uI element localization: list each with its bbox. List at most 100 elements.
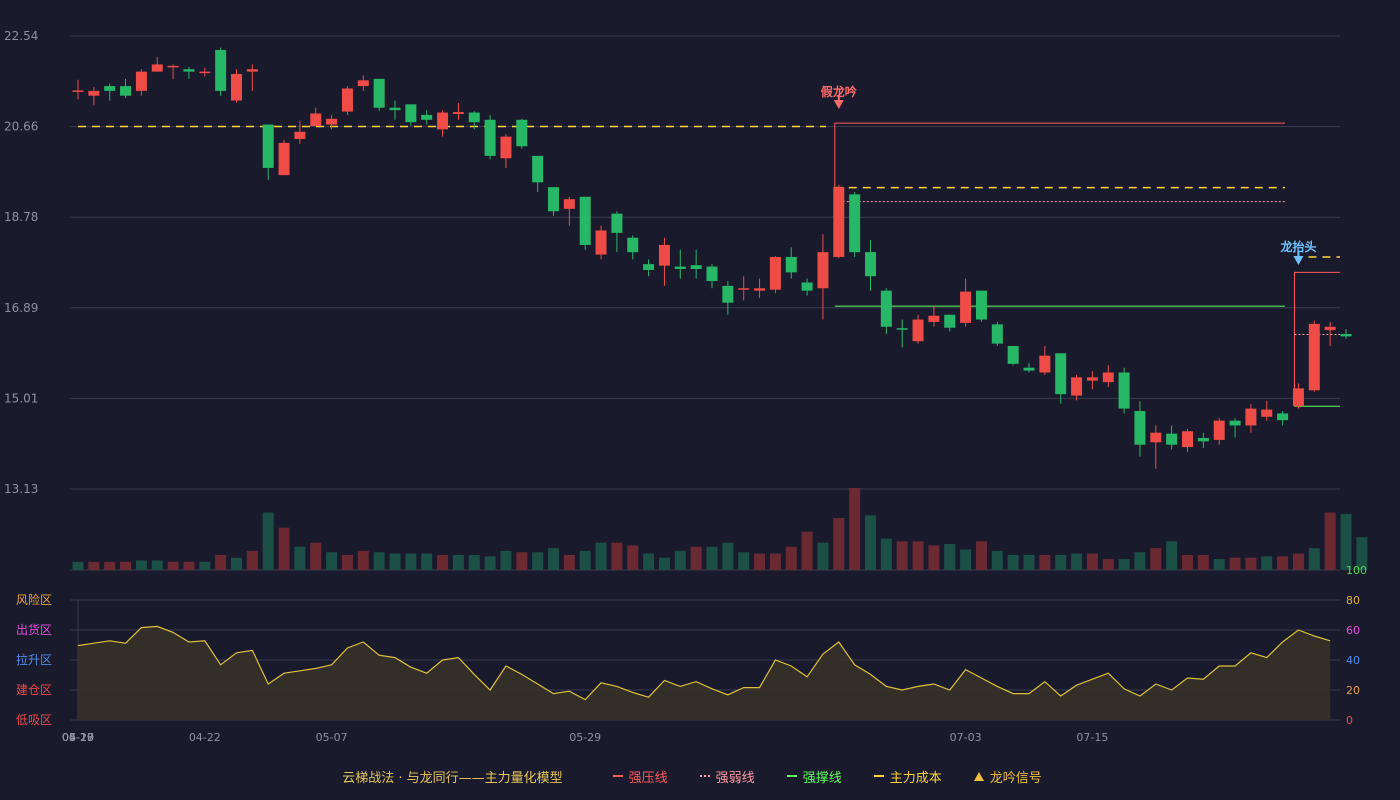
strong-pressure-line xyxy=(1293,271,1340,390)
candle-body xyxy=(579,196,591,245)
candle xyxy=(548,187,559,217)
volume-bar xyxy=(516,552,528,570)
volume-bar xyxy=(833,518,845,570)
volume-bar xyxy=(1086,553,1098,570)
strong-pressure-line xyxy=(834,122,1285,190)
volume-bar xyxy=(500,550,512,570)
candle-body xyxy=(1134,411,1146,445)
volume-bar xyxy=(1308,548,1320,570)
volume-bar xyxy=(548,548,559,570)
candle-body xyxy=(421,114,433,120)
candle xyxy=(1308,320,1320,392)
candle-body xyxy=(1213,420,1225,440)
candle xyxy=(785,247,797,279)
candle-body xyxy=(722,285,734,303)
real-signal-arrow-icon xyxy=(1293,256,1304,265)
volume-bar xyxy=(1134,552,1146,570)
candle-body xyxy=(1007,346,1019,364)
volume-bar xyxy=(1071,553,1083,570)
volume-bar xyxy=(1340,513,1352,570)
green-line-icon xyxy=(786,775,797,777)
fake-signal-label: 假龙吟 xyxy=(821,84,857,99)
candle-body xyxy=(1308,323,1320,391)
candle xyxy=(960,278,972,327)
volume-bar xyxy=(706,546,718,570)
price-tick-label: 18.78 xyxy=(4,210,38,224)
volume-bar xyxy=(326,552,338,570)
volume-bar xyxy=(437,554,449,570)
candle xyxy=(1261,400,1273,421)
candle-body xyxy=(658,244,670,266)
volume-bar xyxy=(1055,554,1067,570)
volume-bar xyxy=(643,553,655,570)
zone-label: 建仓区 xyxy=(16,683,52,697)
candle xyxy=(833,184,845,259)
candle-body xyxy=(611,213,623,233)
candle-body xyxy=(1229,420,1241,426)
date-tick-label: 04-22 xyxy=(189,731,221,744)
candle-body xyxy=(865,252,876,277)
candle-body xyxy=(1150,432,1162,443)
volume-bar xyxy=(611,542,623,570)
volume-bar xyxy=(341,554,353,570)
date-tick-label: 06-23 xyxy=(62,731,94,744)
axes: 22.54 20.66 18.78 16.89 15.01 13.13 风险区出货区拉升区建… xyxy=(4,29,1367,744)
indicator-panel xyxy=(77,625,1331,720)
grid xyxy=(70,35,1340,721)
candle-body xyxy=(120,86,132,96)
indicator-line xyxy=(77,625,1331,701)
candle-body xyxy=(944,314,956,328)
candle xyxy=(135,69,147,96)
candle-body xyxy=(1086,377,1098,381)
candle-body xyxy=(627,237,639,253)
candle xyxy=(437,110,449,137)
candle xyxy=(1182,428,1193,452)
candle xyxy=(326,114,338,130)
candle xyxy=(532,155,544,192)
volume-bar xyxy=(769,553,781,570)
candle-body xyxy=(833,187,845,257)
candle-body xyxy=(690,265,702,269)
volume-bar xyxy=(1277,556,1289,570)
candle-body xyxy=(262,124,274,168)
volume-bar xyxy=(1118,559,1130,570)
candle-body xyxy=(928,315,940,322)
candle xyxy=(912,314,924,344)
candle-body xyxy=(246,69,258,72)
zone-label: 风险区 xyxy=(16,592,52,607)
candle-body xyxy=(341,88,353,112)
candle xyxy=(294,120,306,144)
volume-bar xyxy=(1039,554,1051,570)
volume-bar xyxy=(310,542,322,570)
candle xyxy=(1007,346,1019,366)
candle xyxy=(769,256,781,294)
candle xyxy=(754,278,766,298)
candle xyxy=(262,124,274,180)
candle-body xyxy=(1039,355,1051,373)
candle-body xyxy=(563,199,575,209)
volume-bar xyxy=(928,545,940,570)
price-tick-label: 20.66 xyxy=(4,120,38,134)
volume-bar xyxy=(1197,554,1209,570)
volume-bar xyxy=(1023,554,1035,570)
volume-bar xyxy=(738,552,750,570)
volume-bar xyxy=(135,560,147,570)
candle xyxy=(104,83,116,101)
candle xyxy=(357,75,369,91)
candle-body xyxy=(991,324,1003,344)
volume-bar xyxy=(151,560,163,570)
red-line-icon xyxy=(612,775,623,777)
volume-bar xyxy=(532,552,544,570)
date-tick-label: 04-10 xyxy=(62,731,94,744)
candle-body xyxy=(151,64,163,72)
price-tick-label: 16.89 xyxy=(4,301,38,315)
date-tick-label: 07-27 xyxy=(62,731,94,744)
candle-body xyxy=(975,290,987,320)
volume-bar xyxy=(1324,512,1336,570)
volume-bar xyxy=(1356,537,1368,570)
candle-body xyxy=(706,266,718,282)
price-tick-label: 22.54 xyxy=(4,29,38,43)
signal-lines xyxy=(78,122,1340,407)
volume-bar xyxy=(991,550,1003,570)
